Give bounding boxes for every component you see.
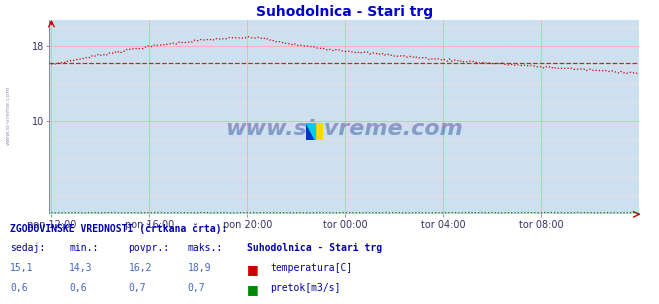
- Text: maks.:: maks.:: [188, 243, 223, 253]
- Text: www.si-vreme.com: www.si-vreme.com: [5, 86, 11, 145]
- Text: temperatura[C]: temperatura[C]: [270, 263, 353, 273]
- Polygon shape: [306, 123, 315, 140]
- Text: ■: ■: [247, 283, 259, 296]
- Text: povpr.:: povpr.:: [129, 243, 169, 253]
- Text: 0,6: 0,6: [69, 283, 87, 293]
- Text: 0,7: 0,7: [188, 283, 206, 293]
- Text: Suhodolnica - Stari trg: Suhodolnica - Stari trg: [247, 243, 382, 253]
- Text: www.si-vreme.com: www.si-vreme.com: [225, 119, 463, 139]
- Text: min.:: min.:: [69, 243, 99, 253]
- Title: Suhodolnica - Stari trg: Suhodolnica - Stari trg: [256, 5, 433, 19]
- Text: 15,1: 15,1: [10, 263, 34, 273]
- Text: 0,6: 0,6: [10, 283, 28, 293]
- Text: 16,2: 16,2: [129, 263, 152, 273]
- Bar: [306, 123, 315, 140]
- Bar: [315, 123, 323, 140]
- Text: 14,3: 14,3: [69, 263, 93, 273]
- Text: sedaj:: sedaj:: [10, 243, 45, 253]
- Text: ZGODOVINSKE VREDNOSTI (črtkana črta):: ZGODOVINSKE VREDNOSTI (črtkana črta):: [10, 223, 227, 234]
- Text: 18,9: 18,9: [188, 263, 212, 273]
- Text: ■: ■: [247, 263, 259, 276]
- Text: pretok[m3/s]: pretok[m3/s]: [270, 283, 341, 293]
- Text: 0,7: 0,7: [129, 283, 146, 293]
